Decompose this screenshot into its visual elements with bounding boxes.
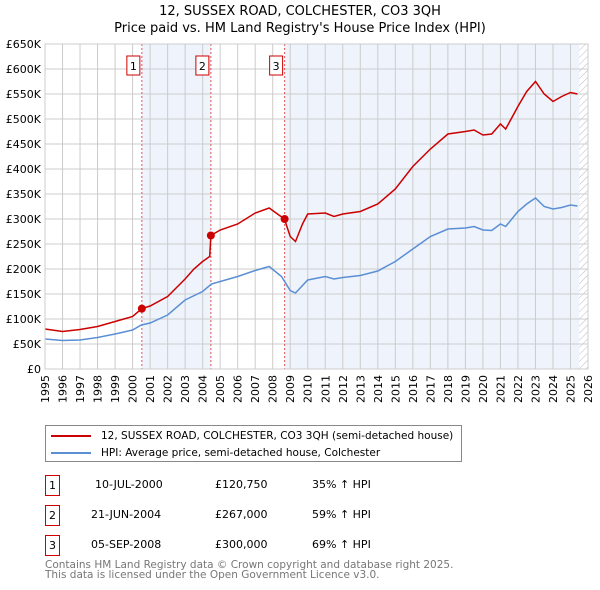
legend-swatch-hpi xyxy=(51,452,91,454)
chart-title: 12, SUSSEX ROAD, COLCHESTER, CO3 3QH xyxy=(159,4,441,19)
sale-row: 3 05-SEP-2008 £300,000 69% ↑ HPI xyxy=(45,535,465,556)
sale-label: 1 xyxy=(130,60,137,73)
y-tick-label: £200K xyxy=(6,263,42,276)
sale-label: 2 xyxy=(199,60,206,73)
y-tick-label: £150K xyxy=(6,288,42,301)
y-tick-label: £400K xyxy=(6,163,42,176)
sale-label: 3 xyxy=(273,60,280,73)
sale-row: 2 21-JUN-2004 £267,000 59% ↑ HPI xyxy=(45,505,465,526)
sale-hpi: 35% ↑ HPI xyxy=(312,478,371,491)
x-tick-label: 2003 xyxy=(179,375,192,403)
x-tick-label: 1999 xyxy=(109,375,122,403)
footer: Contains HM Land Registry data © Crown c… xyxy=(45,559,454,581)
x-tick-label: 2008 xyxy=(267,375,280,403)
y-tick-label: £50K xyxy=(13,338,42,351)
sale-price: £120,750 xyxy=(215,478,268,491)
y-tick-label: £500K xyxy=(6,113,42,126)
shaded-region xyxy=(141,44,211,369)
x-tick-label: 2016 xyxy=(407,375,420,403)
y-tick-label: £550K xyxy=(6,88,42,101)
sale-date: 05-SEP-2008 xyxy=(91,538,162,551)
sale-point xyxy=(206,231,215,240)
price-chart: 1995 1996 1997 1998 1999 2000 2001 2002 2003 2004… xyxy=(6,38,595,403)
sale-row: 1 10-JUL-2000 £120,750 35% ↑ HPI xyxy=(45,475,465,496)
legend-swatch-property xyxy=(51,435,91,437)
hpi-line xyxy=(44,197,578,342)
x-tick-label: 2007 xyxy=(249,375,262,403)
x-tick-label: 2011 xyxy=(319,375,332,403)
x-tick-label: 2012 xyxy=(337,375,350,403)
x-tick-label: 2022 xyxy=(512,375,525,403)
y-tick-label: £100K xyxy=(6,313,42,326)
sale-date: 21-JUN-2004 xyxy=(91,508,162,521)
plot-border xyxy=(44,43,589,370)
legend-label-hpi: HPI: Average price, semi-detached house,… xyxy=(101,447,381,459)
x-tick-label: 2023 xyxy=(529,375,542,403)
footer-line1: Contains HM Land Registry data © Crown c… xyxy=(45,559,454,571)
sale-badge: 2 xyxy=(45,505,60,526)
x-tick-label: 2020 xyxy=(477,375,490,403)
x-tick-label: 1996 xyxy=(57,375,70,403)
sale-hpi: 59% ↑ HPI xyxy=(312,508,371,521)
sale-label-box xyxy=(126,55,141,76)
y-tick-label: £350K xyxy=(6,188,42,201)
x-tick-label: 2000 xyxy=(127,375,140,403)
x-tick-label: 2013 xyxy=(354,375,367,403)
y-tick-label: £600K xyxy=(6,63,42,76)
x-tick-label: 2018 xyxy=(442,375,455,403)
x-tick-label: 2015 xyxy=(389,375,402,403)
sale-label-box xyxy=(195,55,210,76)
legend-label-property: 12, SUSSEX ROAD, COLCHESTER, CO3 3QH (se… xyxy=(101,430,454,442)
y-tick-label: £250K xyxy=(6,238,42,251)
chart-subtitle: Price paid vs. HM Land Registry's House … xyxy=(114,21,486,36)
sale-date: 10-JUL-2000 xyxy=(95,478,163,491)
x-tick-label: 2021 xyxy=(494,375,507,403)
sale-label-box xyxy=(269,55,284,76)
footer-line2: This data is licensed under the Open Gov… xyxy=(45,569,380,581)
sale-price: £267,000 xyxy=(215,508,268,521)
y-tick-label: £450K xyxy=(6,138,42,151)
x-tick-label: 2025 xyxy=(564,375,577,403)
y-tick-label: £300K xyxy=(6,213,42,226)
x-tick-label: 2001 xyxy=(144,375,157,403)
forecast-hatch xyxy=(579,44,588,369)
x-tick-label: 2026 xyxy=(582,375,595,403)
x-tick-label: 2019 xyxy=(459,375,472,403)
x-tick-label: 1995 xyxy=(39,375,52,403)
y-tick-label: £0 xyxy=(27,363,41,376)
x-tick-label: 2024 xyxy=(547,375,560,403)
x-tick-label: 2005 xyxy=(214,375,227,403)
x-tick-label: 2010 xyxy=(302,375,315,403)
x-tick-label: 2009 xyxy=(284,375,297,403)
y-tick-label: £650K xyxy=(6,38,42,51)
x-tick-label: 2002 xyxy=(162,375,175,403)
x-tick-label: 1997 xyxy=(74,375,87,403)
sale-badge: 1 xyxy=(45,475,60,496)
sale-price: £300,000 xyxy=(215,538,268,551)
x-tick-label: 2004 xyxy=(197,375,210,403)
x-tick-label: 1998 xyxy=(92,375,105,403)
sale-point xyxy=(280,215,289,223)
sale-point xyxy=(137,304,146,313)
property-line xyxy=(44,80,578,333)
x-tick-label: 2014 xyxy=(372,375,385,403)
shaded-region xyxy=(284,44,580,369)
legend: 12, SUSSEX ROAD, COLCHESTER, CO3 3QH (se… xyxy=(45,425,462,462)
sale-badge: 3 xyxy=(45,535,60,556)
sale-hpi: 69% ↑ HPI xyxy=(312,538,371,551)
x-tick-label: 2017 xyxy=(424,375,437,403)
x-tick-label: 2006 xyxy=(232,375,245,403)
